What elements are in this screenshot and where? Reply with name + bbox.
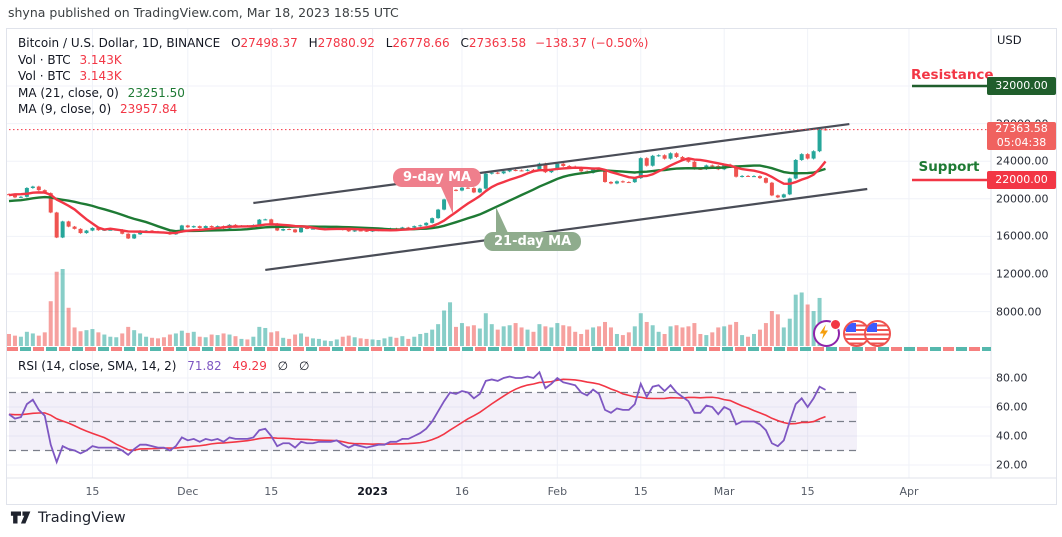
tradingview-logo-icon: [10, 511, 31, 524]
time-axis-label: 15: [85, 485, 100, 498]
time-axis-label: 2023: [357, 485, 388, 498]
lower-trendline: [265, 187, 868, 272]
volume1-value: 3.143K: [79, 52, 122, 67]
time-axis-label: 15: [633, 485, 648, 498]
us-economic-event-icon-2[interactable]: [864, 320, 891, 347]
high-value: 27880.92: [317, 36, 375, 50]
volume2-value: 3.143K: [79, 69, 122, 83]
ma9-value: 23957.84: [120, 102, 178, 116]
last-price-badge: 27363.58 05:04:38: [987, 122, 1056, 150]
rsi-axis-label: 60.00: [996, 400, 1028, 414]
rsi-axis-label: 40.00: [996, 429, 1028, 443]
high-label: H: [308, 36, 318, 50]
ma21-callout: 21-day MA: [484, 207, 582, 251]
time-axis-label: Feb: [547, 485, 568, 498]
main-legend: Bitcoin / U.S. Dollar, 1D, BINANCE O2749…: [18, 35, 648, 118]
lightning-bolt-icon: [819, 324, 828, 340]
volume-bars: [7, 269, 828, 346]
ma21-value: 23251.50: [127, 85, 185, 100]
footer-brand[interactable]: TradingView: [10, 508, 126, 527]
earnings-lightning-icon[interactable]: [813, 319, 841, 347]
time-axis-label: 15: [800, 485, 815, 498]
tradingview-brand-text: TradingView: [38, 509, 126, 526]
ma9-line: [8, 157, 827, 235]
low-label: L: [385, 36, 393, 50]
ma9-row: MA (9, close, 0) 23957.84: [18, 101, 648, 118]
ma9-callout-text: 9-day MA: [403, 170, 472, 185]
price-axis-label: 8000.00: [996, 305, 1042, 319]
open-label: O: [231, 36, 241, 50]
volume-row-2: Vol · BTC 3.143K: [18, 68, 648, 85]
close-label: C: [460, 36, 469, 50]
price-axis-label: 24000.00: [996, 154, 1049, 168]
rsi-value: 71.82: [187, 359, 222, 373]
support-price-badge: 22000.00: [987, 171, 1056, 189]
currency-label: USD: [997, 33, 1022, 47]
pane-divider-handle[interactable]: [7, 347, 991, 351]
rsi-empty-2: ∅: [298, 359, 310, 373]
volume2-label: Vol · BTC: [18, 69, 71, 83]
price-axis-label: 20000.00: [996, 192, 1049, 206]
flag-canton: [867, 323, 877, 332]
notification-dot: [830, 319, 841, 330]
rsi-axis-label: 80.00: [996, 371, 1028, 385]
last-price-value: 27363.58: [995, 122, 1048, 135]
symbol-title: Bitcoin / U.S. Dollar, 1D, BINANCE: [18, 36, 221, 50]
chart-canvas[interactable]: [7, 29, 1056, 504]
ma9-callout: 9-day MA: [393, 168, 482, 214]
low-value: 26778.66: [392, 36, 450, 50]
price-axis-label: 12000.00: [996, 267, 1049, 281]
rsi-legend: RSI (14, close, SMA, 14, 2) 71.82 49.29 …: [18, 359, 309, 373]
change-value: −138.37 (−0.50%): [535, 36, 649, 50]
time-axis-label: 16: [454, 485, 469, 498]
candle-countdown: 05:04:38: [996, 136, 1047, 149]
ma21-callout-text: 21-day MA: [494, 234, 572, 249]
support-label: Support: [918, 159, 980, 175]
symbol-row: Bitcoin / U.S. Dollar, 1D, BINANCE O2749…: [18, 35, 648, 52]
price-axis-label: 16000.00: [996, 229, 1049, 243]
time-axis-label: 15: [264, 485, 279, 498]
rsi-signal-value: 49.29: [232, 359, 267, 373]
time-axis-label: Dec: [177, 485, 199, 498]
rsi-signal-line: [8, 378, 826, 451]
rsi-line: [8, 370, 826, 465]
time-axis-label: Mar: [713, 485, 735, 498]
gridlines: [7, 29, 991, 478]
publish-watermark: shyna published on TradingView.com, Mar …: [8, 5, 399, 20]
event-markers: [813, 319, 891, 347]
rsi-label: RSI (14, close, SMA, 14, 2): [18, 359, 177, 373]
flag-canton: [846, 323, 856, 332]
chart-panel: Bitcoin / U.S. Dollar, 1D, BINANCE O2749…: [6, 28, 1057, 505]
close-value: 27363.58: [468, 36, 527, 50]
rsi-axis-label: 20.00: [996, 458, 1028, 472]
open-value: 27498.37: [240, 36, 298, 50]
time-axis-label: Apr: [899, 485, 919, 498]
volume-row-1: Vol · BTC 3.143K: [18, 52, 648, 69]
resistance-price-badge: 32000.00: [987, 77, 1056, 95]
volume1-label: Vol · BTC: [18, 52, 71, 67]
ma21-row: MA (21, close, 0) 23251.50: [18, 85, 648, 102]
upper-trendline: [253, 122, 850, 205]
ma21-label: MA (21, close, 0): [18, 85, 119, 100]
ma9-label: MA (9, close, 0): [18, 102, 112, 116]
rsi-empty-1: ∅: [277, 359, 289, 373]
resistance-label: Resistance: [911, 67, 994, 83]
